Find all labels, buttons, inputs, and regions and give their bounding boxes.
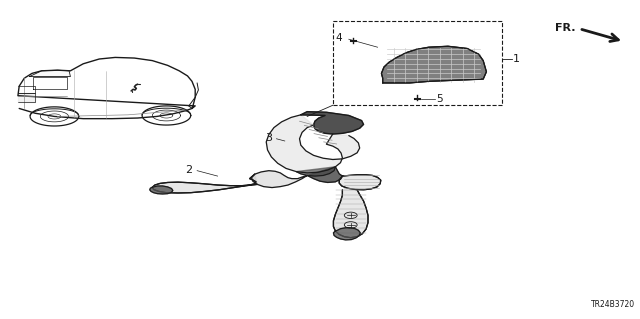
Polygon shape [381, 46, 486, 83]
Text: 4: 4 [336, 33, 342, 43]
Polygon shape [150, 186, 173, 194]
Bar [333, 21, 502, 105]
Polygon shape [29, 70, 70, 77]
Text: FR.: FR. [556, 23, 576, 33]
Text: 1: 1 [513, 54, 520, 64]
Text: 3: 3 [266, 133, 273, 143]
Polygon shape [266, 115, 360, 173]
Polygon shape [333, 190, 368, 238]
Polygon shape [18, 93, 35, 102]
Text: 2: 2 [185, 165, 192, 175]
Polygon shape [307, 167, 342, 182]
Polygon shape [252, 171, 307, 188]
Polygon shape [339, 175, 381, 190]
Text: TR24B3720: TR24B3720 [591, 300, 635, 309]
Polygon shape [296, 167, 335, 176]
Polygon shape [301, 112, 364, 134]
Polygon shape [152, 174, 257, 193]
Polygon shape [333, 228, 360, 240]
Text: 5: 5 [436, 94, 443, 104]
